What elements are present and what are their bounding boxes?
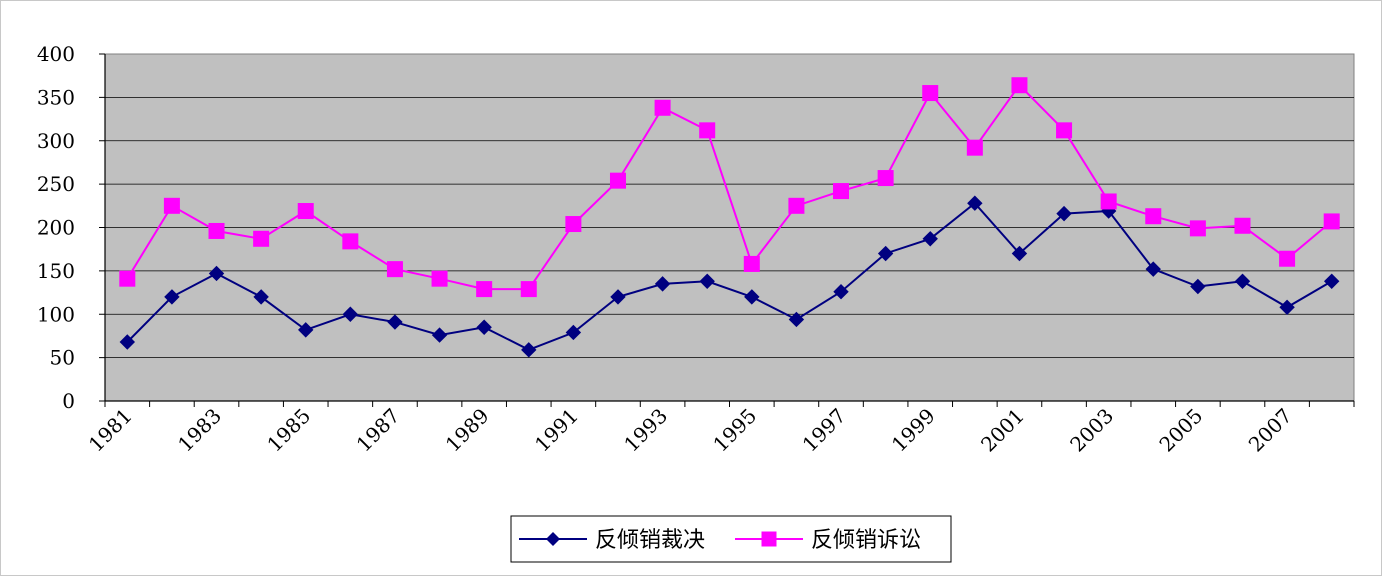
data-point-1 bbox=[253, 289, 269, 305]
data-point-1 bbox=[298, 322, 314, 338]
data-point-1 bbox=[877, 245, 894, 262]
data-point-1 bbox=[164, 289, 180, 305]
x-tick-label: 2001 bbox=[976, 404, 1029, 457]
data-point-2 bbox=[208, 222, 225, 239]
data-point-2 bbox=[163, 197, 180, 214]
data-point-1 bbox=[387, 314, 403, 330]
data-point-1 bbox=[342, 306, 359, 322]
data-point-1 bbox=[1190, 278, 1206, 295]
data-point-1 bbox=[922, 231, 938, 247]
data-point-1 bbox=[610, 289, 626, 305]
x-tick-label: 1991 bbox=[530, 404, 583, 457]
data-point-2 bbox=[342, 233, 359, 250]
data-point-1 bbox=[119, 334, 136, 350]
data-point-1 bbox=[431, 327, 448, 343]
data-point-2 bbox=[833, 183, 850, 200]
data-point-2 bbox=[1145, 208, 1162, 225]
data-point-1 bbox=[1323, 273, 1340, 289]
data-point-1 bbox=[476, 319, 492, 335]
data-point-1 bbox=[565, 324, 582, 341]
series-line-1 bbox=[126, 201, 1333, 351]
data-point-2 bbox=[520, 281, 537, 298]
data-point-2 bbox=[297, 203, 314, 220]
x-tick-label: 2005 bbox=[1154, 404, 1207, 457]
x-tick-label: 1987 bbox=[352, 404, 405, 457]
data-point-1 bbox=[1056, 205, 1072, 222]
data-point-1 bbox=[699, 273, 715, 289]
data-point-2 bbox=[253, 230, 270, 247]
y-tick-label: 150 bbox=[37, 259, 75, 283]
legend-label-2: 反倾销诉讼 bbox=[811, 528, 921, 553]
data-point-2 bbox=[699, 122, 716, 139]
data-point-2 bbox=[431, 270, 448, 287]
data-point-2 bbox=[1323, 213, 1340, 230]
data-point-2 bbox=[1189, 220, 1206, 237]
y-tick-label: 300 bbox=[37, 129, 75, 153]
y-tick-label: 200 bbox=[37, 216, 75, 240]
data-point-2 bbox=[743, 255, 760, 272]
x-tick-label: 1993 bbox=[619, 404, 672, 457]
data-point-1 bbox=[1145, 261, 1161, 277]
data-point-2 bbox=[1056, 122, 1073, 139]
legend-marker-2 bbox=[761, 531, 777, 547]
x-tick-label: 1997 bbox=[798, 404, 851, 457]
y-tick-label: 250 bbox=[37, 172, 75, 196]
data-point-1 bbox=[967, 195, 983, 211]
data-point-2 bbox=[386, 261, 403, 278]
data-point-2 bbox=[476, 281, 493, 298]
data-point-2 bbox=[788, 197, 805, 214]
data-point-2 bbox=[922, 85, 939, 102]
legend-label-1: 反倾销裁决 bbox=[595, 528, 705, 553]
data-point-2 bbox=[966, 139, 983, 156]
data-point-1 bbox=[788, 311, 805, 328]
data-point-2 bbox=[119, 270, 136, 287]
y-tick-label: 0 bbox=[62, 389, 75, 413]
data-point-1 bbox=[521, 342, 537, 358]
data-point-2 bbox=[1279, 250, 1296, 267]
x-tick-label: 1999 bbox=[887, 404, 940, 457]
data-point-1 bbox=[833, 283, 849, 300]
data-point-2 bbox=[609, 172, 626, 189]
x-tick-label: 1983 bbox=[173, 404, 226, 457]
x-tick-label: 1981 bbox=[84, 404, 137, 457]
data-point-2 bbox=[1234, 217, 1251, 234]
x-tick-label: 1989 bbox=[441, 404, 494, 457]
x-tick-label: 2007 bbox=[1244, 404, 1297, 457]
data-point-1 bbox=[1279, 299, 1295, 316]
x-tick-label: 1995 bbox=[708, 404, 761, 457]
data-point-2 bbox=[877, 170, 894, 187]
data-point-1 bbox=[654, 276, 671, 292]
y-tick-label: 400 bbox=[37, 42, 75, 66]
x-tick-label: 2003 bbox=[1065, 404, 1118, 457]
series-line-2 bbox=[126, 83, 1333, 291]
data-point-2 bbox=[1100, 193, 1117, 210]
x-tick-label: 1985 bbox=[262, 404, 315, 457]
data-point-1 bbox=[744, 289, 760, 305]
data-point-1 bbox=[208, 265, 225, 282]
data-point-1 bbox=[1011, 245, 1028, 262]
y-tick-label: 50 bbox=[50, 346, 75, 370]
data-point-2 bbox=[565, 216, 582, 233]
y-tick-label: 350 bbox=[37, 85, 75, 109]
data-point-2 bbox=[1011, 77, 1028, 94]
data-point-1 bbox=[1234, 273, 1251, 289]
y-tick-label: 100 bbox=[37, 302, 75, 326]
data-point-2 bbox=[654, 99, 671, 116]
legend-marker-1 bbox=[546, 532, 560, 546]
